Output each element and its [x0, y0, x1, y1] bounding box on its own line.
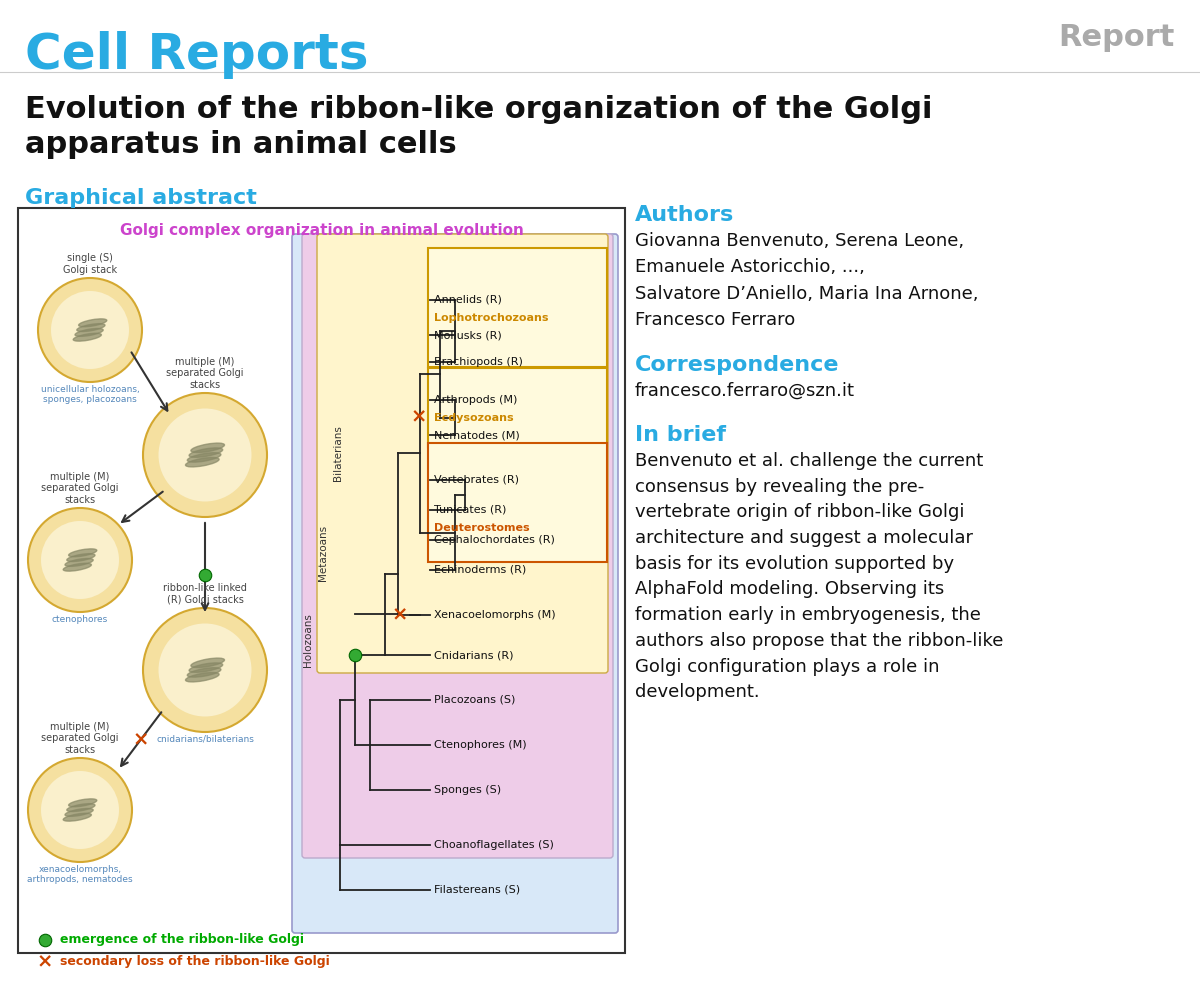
- Ellipse shape: [187, 667, 221, 677]
- Ellipse shape: [79, 319, 107, 327]
- Text: Ecdysozoans: Ecdysozoans: [434, 413, 514, 423]
- Text: Golgi complex organization in animal evolution: Golgi complex organization in animal evo…: [120, 222, 523, 237]
- Ellipse shape: [191, 658, 224, 667]
- Text: multiple (M)
separated Golgi
stacks: multiple (M) separated Golgi stacks: [41, 722, 119, 755]
- Text: Vertebrates (R): Vertebrates (R): [434, 475, 520, 485]
- Text: ×: ×: [410, 407, 427, 427]
- Text: Mollusks (R): Mollusks (R): [434, 330, 502, 340]
- Text: Giovanna Benvenuto, Serena Leone,
Emanuele Astoricchio, ...,
Salvatore D’Aniello: Giovanna Benvenuto, Serena Leone, Emanue…: [635, 232, 978, 330]
- Text: Echinoderms (R): Echinoderms (R): [434, 565, 527, 575]
- Ellipse shape: [187, 453, 221, 462]
- FancyBboxPatch shape: [18, 208, 625, 953]
- Text: emergence of the ribbon-like Golgi: emergence of the ribbon-like Golgi: [60, 933, 304, 946]
- FancyBboxPatch shape: [292, 234, 618, 933]
- Text: Cnidarians (R): Cnidarians (R): [434, 650, 514, 660]
- Ellipse shape: [186, 458, 220, 467]
- Text: ribbon-like linked
(R) Golgi stacks: ribbon-like linked (R) Golgi stacks: [163, 584, 247, 605]
- Circle shape: [28, 758, 132, 862]
- Ellipse shape: [73, 334, 101, 342]
- Ellipse shape: [68, 549, 97, 557]
- Text: single (S)
Golgi stack: single (S) Golgi stack: [62, 253, 118, 275]
- Text: Filastereans (S): Filastereans (S): [434, 885, 520, 895]
- Text: Xenacoelomorphs (M): Xenacoelomorphs (M): [434, 610, 556, 620]
- Circle shape: [158, 408, 252, 501]
- Text: Annelids (R): Annelids (R): [434, 295, 502, 305]
- Text: Arthropods (M): Arthropods (M): [434, 395, 517, 405]
- Text: multiple (M)
separated Golgi
stacks: multiple (M) separated Golgi stacks: [167, 356, 244, 390]
- Circle shape: [38, 278, 142, 382]
- Text: francesco.ferraro@szn.it: francesco.ferraro@szn.it: [635, 382, 854, 400]
- FancyBboxPatch shape: [428, 248, 607, 367]
- FancyBboxPatch shape: [428, 443, 607, 562]
- Text: Cephalochordates (R): Cephalochordates (R): [434, 535, 554, 545]
- Text: Holozoans: Holozoans: [302, 613, 313, 667]
- Text: Graphical abstract: Graphical abstract: [25, 188, 257, 208]
- Ellipse shape: [77, 324, 104, 332]
- Text: Cell Reports: Cell Reports: [25, 31, 368, 79]
- Text: ctenophores: ctenophores: [52, 615, 108, 624]
- Text: Metazoans: Metazoans: [318, 525, 328, 581]
- FancyBboxPatch shape: [302, 234, 613, 858]
- Text: Correspondence: Correspondence: [635, 355, 840, 375]
- Text: Benvenuto et al. challenge the current
consensus by revealing the pre-
vertebrat: Benvenuto et al. challenge the current c…: [635, 452, 1003, 701]
- Text: Lophotrochozoans: Lophotrochozoans: [434, 313, 548, 323]
- Text: Ctenophores (M): Ctenophores (M): [434, 740, 527, 750]
- Circle shape: [50, 291, 130, 369]
- Ellipse shape: [68, 798, 97, 806]
- Text: unicellular holozoans,
sponges, placozoans: unicellular holozoans, sponges, placozoa…: [41, 385, 139, 404]
- Text: Brachiopods (R): Brachiopods (R): [434, 357, 523, 367]
- Ellipse shape: [67, 554, 95, 562]
- Ellipse shape: [64, 563, 91, 571]
- Text: ×: ×: [392, 606, 408, 625]
- Ellipse shape: [186, 672, 220, 682]
- Circle shape: [143, 393, 266, 517]
- Circle shape: [41, 521, 119, 599]
- Ellipse shape: [76, 329, 103, 337]
- Text: Authors: Authors: [635, 205, 734, 225]
- Text: secondary loss of the ribbon-like Golgi: secondary loss of the ribbon-like Golgi: [60, 955, 330, 968]
- Circle shape: [143, 608, 266, 732]
- FancyBboxPatch shape: [428, 368, 607, 447]
- Text: ×: ×: [37, 952, 53, 971]
- Circle shape: [158, 624, 252, 717]
- Ellipse shape: [65, 558, 94, 566]
- Text: Tunicates (R): Tunicates (R): [434, 505, 506, 515]
- Ellipse shape: [190, 448, 223, 458]
- Text: Evolution of the ribbon-like organization of the Golgi
apparatus in animal cells: Evolution of the ribbon-like organizatio…: [25, 95, 932, 159]
- Ellipse shape: [67, 803, 95, 811]
- Text: In brief: In brief: [635, 425, 726, 445]
- Circle shape: [28, 508, 132, 612]
- Text: cnidarians/bilaterians: cnidarians/bilaterians: [156, 735, 254, 744]
- Text: Bilaterians: Bilaterians: [334, 425, 343, 481]
- Text: Nematodes (M): Nematodes (M): [434, 430, 520, 440]
- Text: xenacoelomorphs,
arthropods, nematodes: xenacoelomorphs, arthropods, nematodes: [28, 865, 133, 885]
- Ellipse shape: [191, 443, 224, 453]
- Text: ×: ×: [133, 731, 149, 750]
- Text: Placozoans (S): Placozoans (S): [434, 695, 515, 705]
- Text: Report: Report: [1058, 24, 1175, 53]
- Text: Deuterostomes: Deuterostomes: [434, 523, 529, 533]
- Circle shape: [41, 771, 119, 849]
- Text: Choanoflagellates (S): Choanoflagellates (S): [434, 840, 554, 850]
- Ellipse shape: [64, 813, 91, 821]
- Ellipse shape: [65, 808, 94, 816]
- Ellipse shape: [190, 663, 223, 672]
- FancyBboxPatch shape: [317, 234, 608, 673]
- Text: Sponges (S): Sponges (S): [434, 785, 502, 795]
- Text: multiple (M)
separated Golgi
stacks: multiple (M) separated Golgi stacks: [41, 472, 119, 505]
